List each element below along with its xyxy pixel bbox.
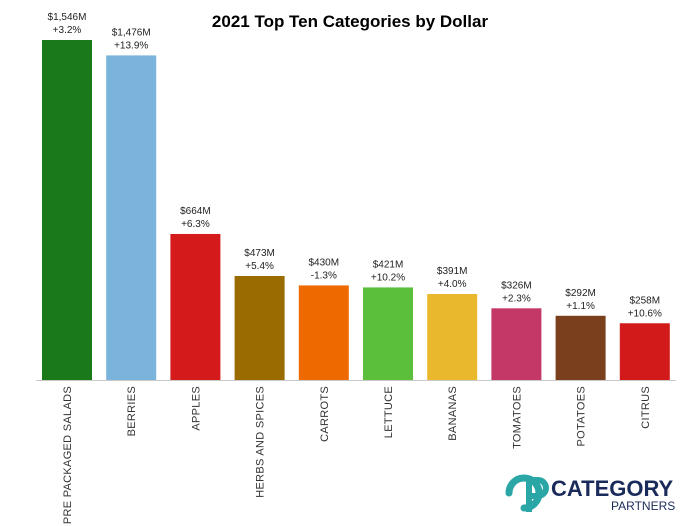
change-label-2: +6.3% xyxy=(181,219,210,230)
value-label-5: $421M xyxy=(373,259,404,270)
category-label-6: BANANAS xyxy=(447,386,459,441)
value-label-1: $1,476M xyxy=(112,27,151,38)
svg-text:CATEGORY: CATEGORY xyxy=(551,476,674,501)
category-label-4: CARROTS xyxy=(319,386,331,442)
bar-6 xyxy=(427,294,478,380)
change-label-6: +4.0% xyxy=(438,279,467,290)
category-label-2: APPLES xyxy=(190,386,202,431)
category-label-1: BERRIES xyxy=(126,386,138,436)
value-label-9: $258M xyxy=(630,295,661,306)
category-partners-logo: CATEGORY PARTNERS xyxy=(505,474,675,513)
value-label-8: $292M xyxy=(565,288,596,299)
change-label-7: +2.3% xyxy=(502,293,531,304)
category-label-5: LETTUCE xyxy=(383,386,395,438)
change-label-5: +10.2% xyxy=(371,272,405,283)
value-label-3: $473M xyxy=(244,248,275,259)
change-label-0: +3.2% xyxy=(53,25,82,36)
change-label-8: +1.1% xyxy=(566,301,595,312)
value-label-6: $391M xyxy=(437,266,468,277)
value-label-0: $1,546M xyxy=(48,12,87,23)
change-label-1: +13.9% xyxy=(114,40,148,51)
bar-0 xyxy=(42,40,92,380)
bar-3 xyxy=(234,275,285,380)
category-label-3: HERBS AND SPICES xyxy=(255,386,267,498)
chart-title: 2021 Top Ten Categories by Dollar xyxy=(211,12,489,31)
value-label-7: $326M xyxy=(501,280,532,291)
bar-5 xyxy=(363,287,413,380)
change-label-3: +5.4% xyxy=(245,261,274,272)
svg-text:PARTNERS: PARTNERS xyxy=(611,499,675,513)
bar-7 xyxy=(491,308,542,380)
bar-2 xyxy=(170,233,221,380)
category-label-0: PRE PACKAGED SALADS xyxy=(62,386,74,524)
value-label-2: $664M xyxy=(180,206,211,217)
bar-9 xyxy=(619,323,670,380)
category-label-7: TOMATOES xyxy=(511,386,523,449)
change-label-9: +10.6% xyxy=(628,308,662,319)
bar-4 xyxy=(298,285,349,380)
change-label-4: -1.3% xyxy=(311,270,337,281)
bar-8 xyxy=(555,315,606,380)
bar-1 xyxy=(106,55,157,381)
category-label-9: CITRUS xyxy=(640,386,652,429)
value-label-4: $430M xyxy=(309,257,340,268)
category-label-8: POTATOES xyxy=(576,386,588,446)
